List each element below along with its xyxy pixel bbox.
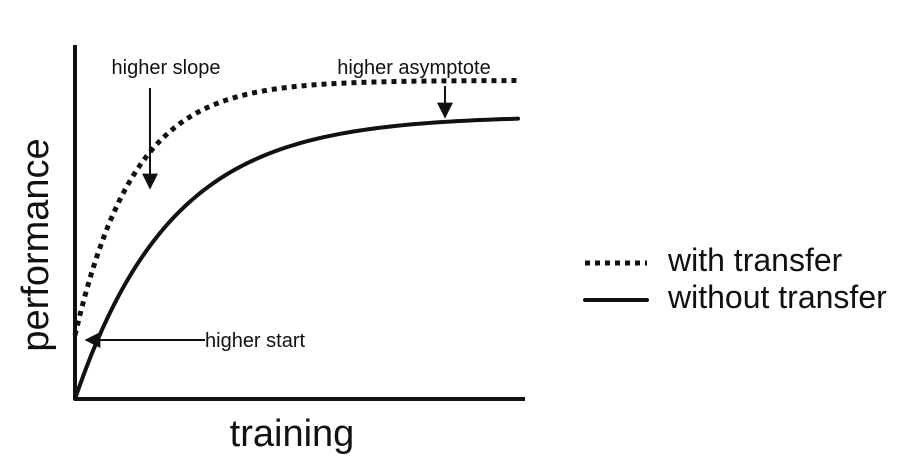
plot-area: training performance [15,45,525,455]
annotation-higher-asymptote: higher asymptote [337,57,490,79]
legend-label-without-transfer: without transfer [667,279,887,315]
legend-label-with-transfer: with transfer [667,242,843,278]
annotation-higher-start: higher start [205,330,305,352]
x-axis-label: training [230,413,355,455]
y-axis-label: performance [15,138,57,351]
with-transfer-curve [72,78,519,336]
annotations: higher slope higher asymptote higher sta… [84,57,491,352]
without-transfer-curve [73,116,520,401]
legend: with transfer without transfer [583,242,887,315]
annotation-higher-slope: higher slope [112,57,221,79]
